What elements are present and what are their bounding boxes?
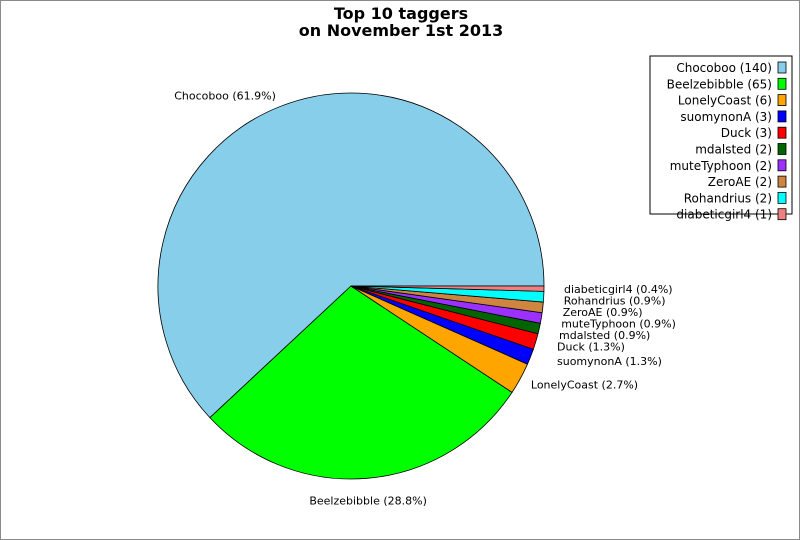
chart-title-line-2: on November 1st 2013 <box>299 21 503 40</box>
legend-label-mutetyphoon: muteTyphoon (2) <box>670 159 772 173</box>
slice-labels: Chocoboo (61.9%) Beelzebibble (28.8%) Lone… <box>174 89 676 507</box>
slice-label-rohandrius: Rohandrius (0.9%) <box>564 294 666 307</box>
legend-swatch-lonelycoast <box>777 94 787 106</box>
legend-label-duck: Duck (3) <box>721 126 772 140</box>
slice-label-zeroae: ZeroAE (0.9%) <box>563 306 643 319</box>
legend-box <box>649 55 793 215</box>
pie-slice-diabeticgirl4 <box>350 285 545 292</box>
legend-label-mdalsted: mdalsted (2) <box>695 143 772 157</box>
legend-swatch-mutetyphoon <box>777 159 787 172</box>
legend-swatch-mdalsted <box>777 143 787 155</box>
legend-swatch-rohandrius <box>777 191 787 204</box>
legend-swatch-duck <box>777 126 787 139</box>
legend-swatch-chocoboo <box>777 61 787 74</box>
legend-swatch-suomynona <box>777 110 787 123</box>
slice-label-duck: Duck (1.3%) <box>557 340 625 353</box>
slice-label-mdalsted: mdalsted (0.9%) <box>559 329 650 342</box>
pie-slice-beelzebibble <box>209 285 513 480</box>
legend-label-zeroae: ZeroAE (2) <box>708 175 772 189</box>
legend-swatch-zeroae <box>777 175 787 188</box>
legend-swatch-diabeticgirl4 <box>777 208 787 221</box>
legend-label-beelzebibble: Beelzebibble (65) <box>667 77 772 91</box>
legend-label-chocoboo: Chocoboo (140) <box>676 61 772 75</box>
pie-slice-chocoboo <box>157 92 545 419</box>
chart-title-line-1: Top 10 taggers <box>334 4 468 23</box>
legend-swatch-beelzebibble <box>777 77 787 90</box>
slice-label-diabeticgirl4: diabeticgirl4 (0.4%) <box>564 283 673 296</box>
legend-label-suomynona: suomynonA (3) <box>680 110 772 124</box>
slice-label-mutetyphoon: muteTyphoon (0.9%) <box>561 317 676 330</box>
slice-label-lonelycoast: LonelyCoast (2.7%) <box>531 378 638 391</box>
legend-label-rohandrius: Rohandrius (2) <box>684 191 772 205</box>
slice-label-chocoboo: Chocoboo (61.9%) <box>174 89 276 102</box>
slice-label-suomynona: suomynonA (1.3%) <box>557 355 662 368</box>
pie-slices <box>157 92 545 480</box>
legend-label-diabeticgirl4: diabeticgirl4 (1) <box>676 208 772 222</box>
legend-label-lonelycoast: LonelyCoast (6) <box>678 94 772 108</box>
legend: Chocoboo (140) Beelzebibble (65) LonelyCoa… <box>649 55 793 222</box>
slice-label-beelzebibble: Beelzebibble (28.8%) <box>309 494 427 507</box>
